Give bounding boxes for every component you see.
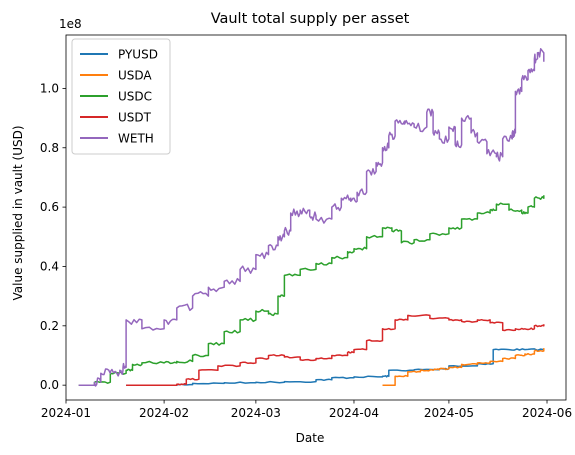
legend-label-usdt: USDT: [118, 111, 152, 125]
x-axis-title: Date: [296, 431, 325, 445]
x-tick-label: 2024-02: [139, 406, 189, 420]
y-tick-label: 0.8: [40, 141, 59, 155]
legend-label-pyusd: PYUSD: [118, 48, 158, 62]
series-line-usda: [382, 348, 545, 386]
y-tick-label: 0.6: [40, 200, 59, 214]
chart-title: Vault total supply per asset: [211, 11, 410, 27]
series-line-usdc: [78, 195, 545, 386]
x-tick-label: 2024-06: [522, 406, 572, 420]
y-offset-label: 1e8: [59, 17, 82, 31]
x-tick-label: 2024-04: [329, 406, 379, 420]
axes: 2024-01 2024-02 2024-03 2024-04 2024-05 2024-…: [40, 34, 572, 420]
series-line-pyusd: [126, 348, 544, 386]
y-tick-label: 0.4: [40, 259, 59, 273]
x-tick-label: 2024-01: [41, 406, 91, 420]
series-line-weth: [78, 48, 545, 387]
y-tick-label: 0.2: [40, 319, 59, 333]
y-axis-title: Value supplied in vault (USD): [11, 125, 25, 300]
y-tick-label: 1.0: [40, 81, 59, 95]
series-line-usdt: [126, 314, 545, 386]
legend-label-usdc: USDC: [118, 90, 152, 104]
y-tick-label: 0.0: [40, 378, 59, 392]
axes-frame: [65, 34, 567, 401]
legend: PYUSD USDA USDC USDT WETH: [71, 38, 171, 155]
legend-label-usda: USDA: [118, 69, 152, 83]
legend-label-weth: WETH: [118, 132, 154, 146]
legend-box: [71, 38, 171, 155]
x-tick-label: 2024-05: [424, 406, 474, 420]
x-tick-label: 2024-03: [231, 406, 281, 420]
plot-area: [78, 48, 545, 387]
